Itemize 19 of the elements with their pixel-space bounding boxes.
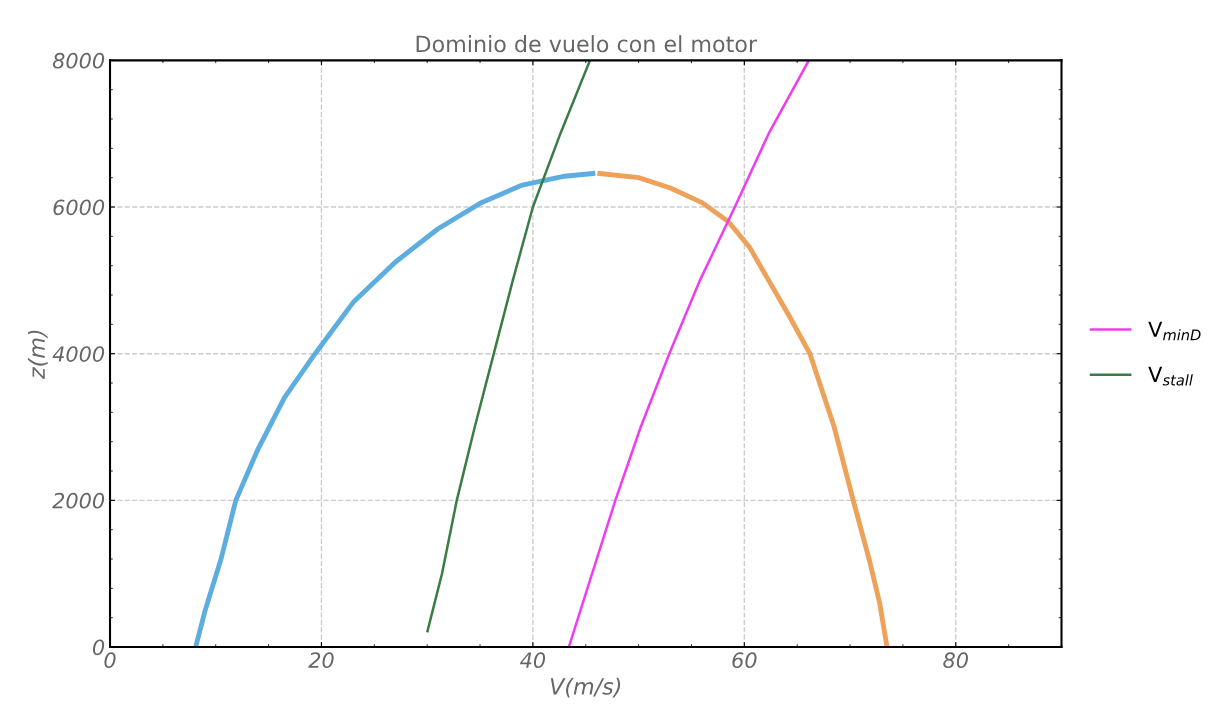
y-tick-label: 4000 <box>52 346 105 362</box>
y-tick-label: 2000 <box>52 492 105 509</box>
line-series <box>594 170 890 648</box>
x-tick-label: 20 <box>308 652 334 669</box>
chart-title: Dominio de vuelo con el motor <box>416 35 758 53</box>
line-series <box>567 60 811 648</box>
line-series <box>425 60 592 634</box>
legend-label: V$_{stall}$ <box>1148 366 1193 386</box>
x-tick-label: 0 <box>104 652 116 669</box>
y-axis-title: z(m) <box>27 330 48 380</box>
x-tick-label: 40 <box>520 652 546 669</box>
legend-label: V$_{minD}$ <box>1148 321 1201 341</box>
y-tick-label: 0 <box>92 639 105 656</box>
x-axis-title: V(m/s) <box>550 677 621 698</box>
line-series <box>193 170 598 648</box>
x-tick-label: 80 <box>943 652 968 669</box>
x-tick-label: 60 <box>732 652 757 669</box>
y-tick-label: 6000 <box>53 199 105 216</box>
y-tick-label: 8000 <box>52 52 105 69</box>
